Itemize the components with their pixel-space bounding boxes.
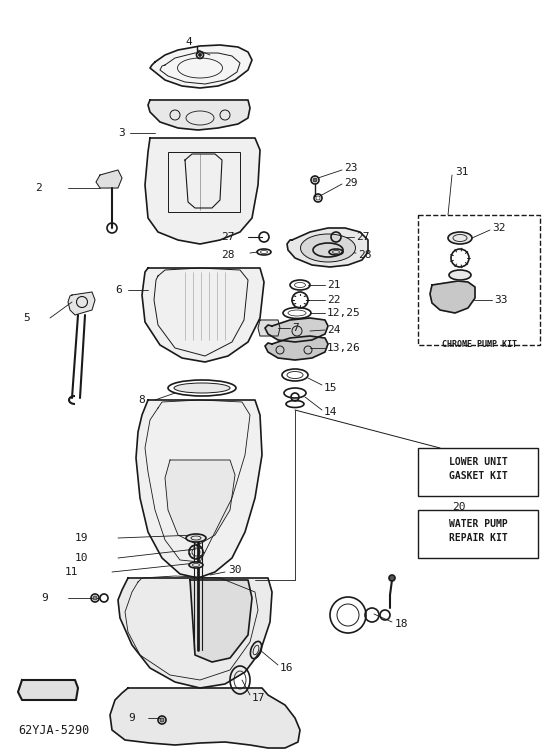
Polygon shape [190, 580, 252, 662]
Bar [168, 152, 240, 212]
Text: CHROME PUMP KIT: CHROME PUMP KIT [441, 340, 516, 349]
Text: 24: 24 [327, 325, 340, 335]
Text: 22: 22 [327, 295, 340, 305]
Circle shape [198, 53, 202, 56]
Text: 18: 18 [395, 619, 408, 629]
Text: 29: 29 [344, 178, 357, 188]
Polygon shape [68, 292, 95, 315]
Bar [418, 215, 540, 345]
Text: 12,25: 12,25 [327, 308, 361, 318]
Text: 9: 9 [41, 593, 48, 603]
Ellipse shape [448, 232, 472, 244]
Text: LOWER UNIT: LOWER UNIT [449, 457, 507, 467]
Text: 9: 9 [128, 713, 135, 723]
Text: 4: 4 [185, 37, 192, 47]
Polygon shape [148, 100, 250, 130]
Polygon shape [96, 170, 122, 188]
Polygon shape [430, 281, 475, 313]
Text: 62YJA-5290: 62YJA-5290 [18, 724, 89, 736]
Polygon shape [118, 578, 272, 688]
Ellipse shape [189, 562, 203, 568]
Text: 8: 8 [138, 395, 145, 405]
Text: 10: 10 [74, 553, 88, 563]
Text: 2: 2 [35, 183, 42, 193]
Circle shape [313, 178, 317, 182]
Polygon shape [136, 400, 262, 578]
Polygon shape [265, 336, 328, 360]
Text: 28: 28 [358, 250, 371, 260]
Text: FWD: FWD [37, 684, 59, 697]
Text: 31: 31 [455, 167, 469, 177]
Polygon shape [287, 228, 368, 267]
Text: 17: 17 [252, 693, 265, 703]
Polygon shape [18, 680, 78, 700]
Text: 30: 30 [228, 565, 241, 575]
Ellipse shape [174, 383, 230, 393]
Text: 16: 16 [280, 663, 293, 673]
Text: 32: 32 [492, 223, 506, 233]
Text: 15: 15 [324, 383, 338, 393]
Circle shape [93, 596, 97, 600]
Text: REPAIR KIT: REPAIR KIT [449, 533, 507, 543]
Text: 27: 27 [356, 232, 370, 242]
Text: WATER PUMP: WATER PUMP [449, 519, 507, 529]
Text: 13,26: 13,26 [327, 343, 361, 353]
Text: 3: 3 [118, 128, 125, 138]
Polygon shape [165, 460, 235, 545]
Text: 14: 14 [324, 407, 338, 417]
Circle shape [389, 575, 395, 581]
Text: 23: 23 [344, 163, 357, 173]
Text: 20: 20 [452, 502, 465, 512]
Text: 27: 27 [222, 232, 235, 242]
Circle shape [160, 718, 164, 722]
Text: 33: 33 [494, 295, 507, 305]
Text: 7: 7 [292, 323, 298, 333]
Polygon shape [258, 320, 280, 336]
Ellipse shape [449, 270, 471, 280]
Polygon shape [150, 45, 252, 88]
Ellipse shape [186, 534, 206, 542]
Polygon shape [265, 318, 328, 342]
Text: GASKET KIT: GASKET KIT [449, 471, 507, 481]
Polygon shape [110, 688, 300, 748]
Polygon shape [142, 268, 264, 362]
Ellipse shape [301, 234, 356, 262]
Polygon shape [145, 138, 260, 244]
Text: 6: 6 [115, 285, 122, 295]
Text: 21: 21 [327, 280, 340, 290]
Bar [418, 448, 538, 496]
Text: 5: 5 [24, 313, 30, 323]
Bar [418, 510, 538, 558]
Text: 28: 28 [222, 250, 235, 260]
Text: 19: 19 [74, 533, 88, 543]
Text: 11: 11 [64, 567, 78, 577]
